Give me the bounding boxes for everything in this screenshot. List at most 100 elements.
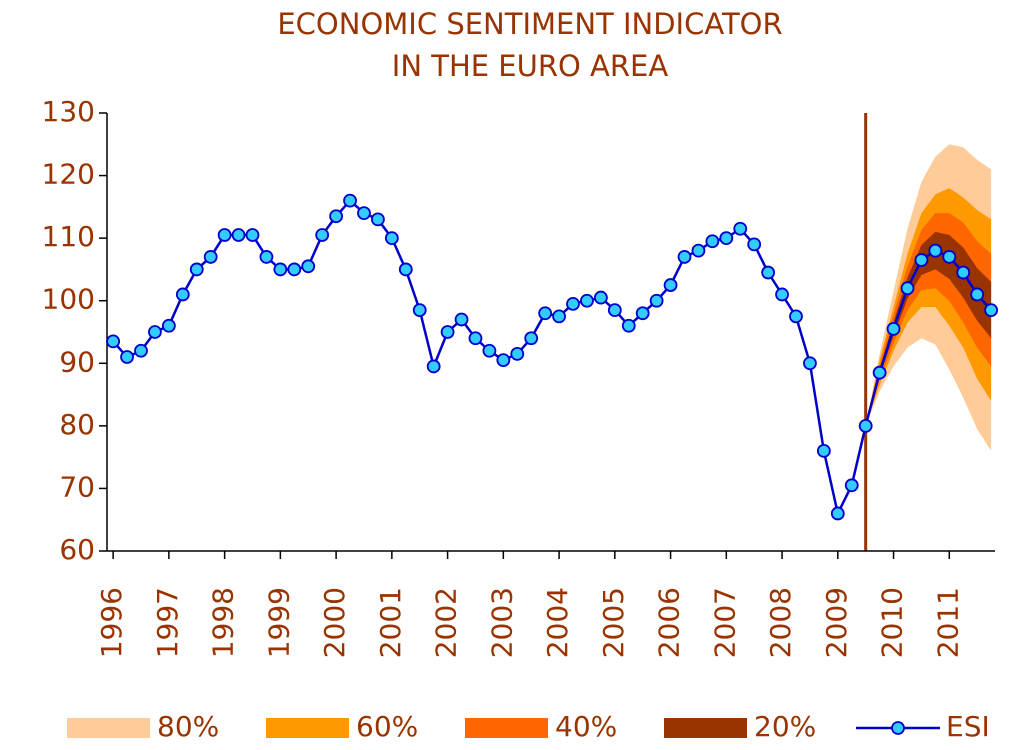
series-marker [538,306,553,321]
chart-title: IN THE EURO AREA [392,49,669,83]
series-marker [440,325,455,339]
series-marker [203,250,218,264]
legend-swatch [465,718,548,738]
legend-label: 40% [555,710,617,743]
x-tick-label: 1998 [207,587,240,658]
series-marker [175,287,190,302]
series-marker [189,262,204,277]
series-marker [482,343,497,358]
series-marker [956,265,971,280]
series-marker [789,309,803,324]
y-tick-label: 70 [59,470,95,503]
series-line [112,198,993,518]
series-marker [830,506,845,521]
y-tick-label: 90 [59,345,95,378]
x-tick-label: 2004 [541,587,574,658]
y-tick-label: 80 [59,408,95,441]
legend-label: 60% [356,710,418,743]
series-marker [705,234,720,249]
x-tick-label: 2001 [374,587,407,658]
series-marker [217,228,232,242]
series-marker [566,296,580,311]
series-marker [761,265,776,280]
series-marker [747,237,762,252]
series-marker [231,228,246,242]
x-tick-label: 1999 [262,587,295,658]
legend-swatch [67,718,150,738]
series-marker [134,343,148,358]
series-marker [468,331,483,346]
series-marker [858,418,873,433]
series-marker [607,303,622,318]
series-marker [245,228,260,242]
series-marker [398,262,413,277]
series-marker [803,356,817,371]
series-marker [649,293,664,308]
x-tick-label: 2002 [430,587,463,658]
legend-swatch [266,718,349,738]
series-marker [120,350,134,364]
series-marker [384,231,399,246]
x-tick-label: 2000 [318,587,351,658]
series-marker [426,359,441,374]
series-marker [984,303,998,318]
series-marker [775,287,789,302]
x-tick-label: 2009 [820,587,853,658]
series-marker [900,281,915,296]
fan-band [865,231,992,426]
series-marker [496,353,511,368]
series-marker [371,212,385,227]
series-marker [161,318,176,333]
y-tick-label: 110 [42,220,95,253]
legend-swatch [664,718,747,738]
series-marker [580,293,594,308]
x-tick-label: 1997 [151,587,184,658]
series-marker [677,250,692,264]
series-marker [287,262,302,277]
series-marker [942,250,957,264]
series-marker [914,253,929,267]
series-marker [552,309,566,324]
y-tick-label: 120 [42,158,95,191]
series-marker [510,346,525,361]
series-marker [635,306,650,321]
series-marker [259,250,274,264]
series-marker [524,331,539,346]
series-marker [621,318,636,333]
series-marker [663,278,678,292]
series-marker [928,243,943,258]
series-marker [454,312,469,327]
series-marker [148,325,162,339]
series-marker [357,206,371,221]
legend-label: 80% [157,710,219,743]
legend-marker [891,721,905,735]
series-marker [872,365,887,380]
series-marker [970,287,985,302]
x-tick-label: 2006 [653,587,686,658]
x-tick-label: 2005 [597,587,630,658]
series-marker [733,221,748,236]
legend-label: ESI [946,710,990,743]
series-marker [412,303,427,318]
series-marker [343,193,357,208]
series-marker [816,443,831,458]
series-marker [691,243,706,258]
y-tick-label: 100 [42,283,95,316]
series-marker [844,478,859,493]
series-marker [315,228,330,242]
chart-title: ECONOMIC SENTIMENT INDICATOR [277,7,782,41]
series-marker [106,334,121,349]
series-marker [886,321,901,336]
series-marker [719,231,734,246]
x-tick-label: 2003 [485,587,518,658]
x-tick-label: 1996 [95,587,128,658]
legend-label: 20% [754,710,816,743]
y-tick-label: 60 [59,533,95,566]
y-tick-label: 130 [42,95,95,128]
x-tick-label: 2010 [876,587,909,658]
x-tick-label: 2007 [708,587,741,658]
series-marker [593,290,608,305]
series-marker [329,209,344,224]
series-marker [273,262,288,277]
